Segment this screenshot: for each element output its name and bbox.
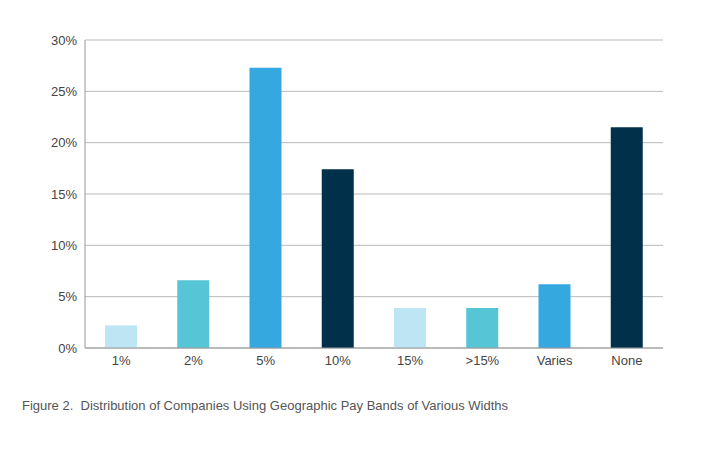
svg-text:25%: 25%: [51, 84, 77, 99]
svg-text:Varies: Varies: [537, 353, 573, 368]
svg-text:10%: 10%: [51, 238, 77, 253]
svg-text:1%: 1%: [112, 353, 131, 368]
svg-text:None: None: [611, 353, 642, 368]
svg-text:2%: 2%: [184, 353, 203, 368]
svg-text:5%: 5%: [58, 289, 77, 304]
html-text:Figure 2. Distribution of Comp: Figure 2. Distribution of Companies Usin…: [22, 398, 508, 413]
svg-text:10%: 10%: [325, 353, 351, 368]
svg-text:15%: 15%: [51, 187, 77, 202]
svg-text:>15%: >15%: [466, 353, 500, 368]
svg-text:20%: 20%: [51, 135, 77, 150]
svg-text:0%: 0%: [58, 341, 77, 356]
svg-text:5%: 5%: [256, 353, 275, 368]
svg-text:30%: 30%: [51, 33, 77, 48]
svg-text:15%: 15%: [397, 353, 423, 368]
